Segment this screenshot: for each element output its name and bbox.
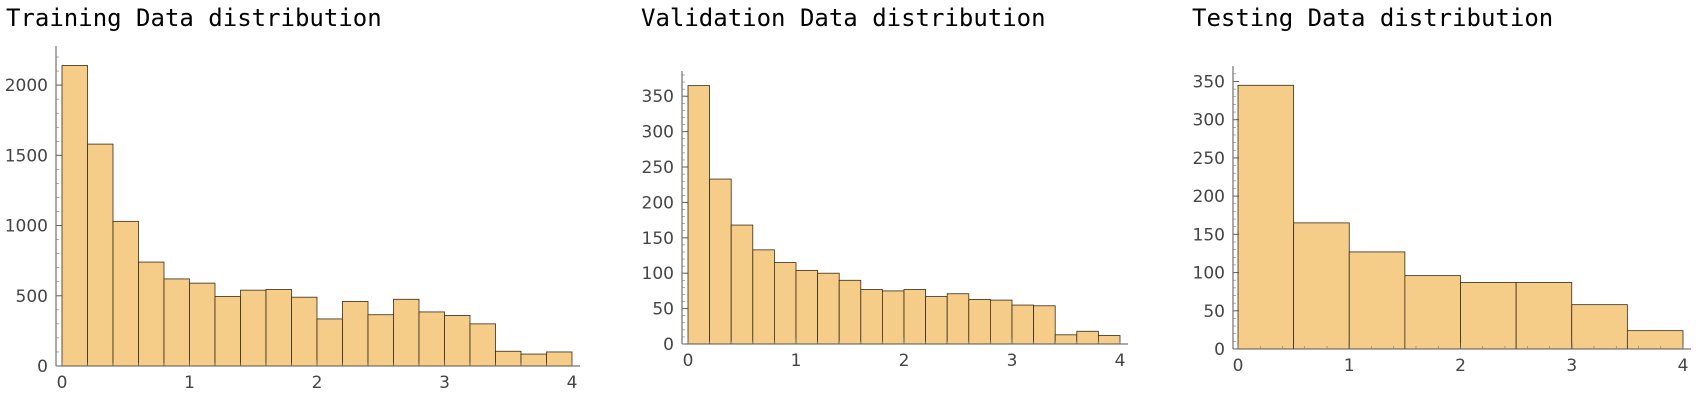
bar-training-19 — [546, 351, 573, 367]
bar-validation-1 — [709, 178, 732, 345]
y-tick-label-validation-6: 300 — [642, 123, 674, 143]
y-tick-label-testing-2: 100 — [1193, 264, 1225, 284]
y-tick-label-testing-0: 0 — [1214, 340, 1225, 360]
x-tick-label-validation-4: 4 — [1115, 351, 1126, 371]
bar-testing-7 — [1626, 330, 1684, 350]
x-tick-label-training-3: 3 — [439, 373, 450, 393]
bar-training-14 — [418, 311, 445, 367]
bar-training-18 — [520, 353, 547, 367]
x-tick-label-training-0: 0 — [57, 373, 68, 393]
bar-training-2 — [112, 220, 139, 367]
bar-training-15 — [444, 315, 471, 367]
x-tick-label-training-2: 2 — [312, 373, 323, 393]
x-tick-label-testing-2: 2 — [1455, 356, 1466, 376]
bar-validation-9 — [882, 290, 905, 345]
bar-validation-15 — [1011, 304, 1035, 345]
y-tick-label-training-1: 500 — [16, 287, 48, 307]
chart-title-training: Training Data distribution — [6, 4, 382, 32]
y-tick-label-validation-0: 0 — [663, 335, 674, 355]
x-tick-label-testing-4: 4 — [1678, 356, 1689, 376]
y-tick-label-testing-6: 300 — [1193, 111, 1225, 131]
x-tick-label-validation-2: 2 — [899, 351, 910, 371]
bar-testing-2 — [1348, 251, 1406, 350]
bar-training-10 — [316, 318, 343, 367]
bar-training-16 — [469, 323, 496, 367]
bar-testing-5 — [1515, 282, 1573, 350]
y-tick-label-training-0: 0 — [37, 357, 48, 377]
bar-training-0 — [61, 65, 88, 367]
y-tick-label-validation-7: 350 — [642, 87, 674, 107]
bar-training-13 — [393, 298, 420, 367]
bar-validation-10 — [903, 289, 927, 345]
bar-training-11 — [342, 300, 369, 367]
bar-validation-2 — [730, 224, 754, 345]
y-tick-label-testing-3: 150 — [1193, 225, 1225, 245]
bar-validation-5 — [795, 269, 819, 345]
bar-training-3 — [138, 261, 165, 367]
y-tick-label-training-2: 1000 — [5, 217, 48, 237]
y-tick-label-validation-1: 50 — [652, 300, 674, 320]
x-tick-label-validation-3: 3 — [1007, 351, 1018, 371]
bar-training-6 — [214, 296, 241, 367]
bar-training-17 — [495, 350, 522, 367]
bar-validation-19 — [1098, 335, 1121, 345]
x-tick-label-testing-1: 1 — [1344, 356, 1355, 376]
y-tick-label-testing-7: 350 — [1193, 72, 1225, 92]
bar-validation-16 — [1033, 305, 1056, 345]
bar-training-4 — [163, 278, 190, 367]
bar-validation-11 — [925, 296, 948, 345]
y-tick-label-training-4: 2000 — [5, 76, 48, 96]
y-tick-label-validation-2: 100 — [642, 264, 674, 284]
y-tick-label-testing-5: 250 — [1193, 149, 1225, 169]
y-tick-label-testing-1: 50 — [1203, 302, 1225, 322]
bar-validation-13 — [968, 299, 991, 345]
bar-training-8 — [265, 289, 292, 367]
bar-training-12 — [367, 314, 394, 367]
bar-validation-7 — [838, 279, 862, 345]
x-tick-label-testing-0: 0 — [1233, 356, 1244, 376]
bar-validation-8 — [860, 289, 883, 345]
y-tick-label-validation-4: 200 — [642, 193, 674, 213]
x-tick-label-validation-0: 0 — [683, 351, 694, 371]
x-tick-label-training-4: 4 — [567, 373, 578, 393]
bar-validation-14 — [990, 299, 1013, 345]
bar-testing-1 — [1293, 222, 1350, 350]
bar-validation-18 — [1076, 330, 1099, 345]
x-tick-label-training-1: 1 — [184, 373, 195, 393]
bar-validation-12 — [946, 293, 970, 345]
x-tick-label-testing-3: 3 — [1566, 356, 1577, 376]
bar-training-9 — [291, 296, 318, 367]
bar-training-7 — [240, 289, 267, 367]
bar-validation-3 — [752, 249, 775, 345]
y-tick-label-validation-5: 250 — [642, 158, 674, 178]
bar-testing-0 — [1237, 84, 1295, 350]
chart-title-testing: Testing Data distribution — [1192, 4, 1554, 32]
chart-title-validation: Validation Data distribution — [641, 4, 1046, 32]
bar-testing-4 — [1460, 282, 1517, 350]
y-tick-label-testing-4: 200 — [1193, 187, 1225, 207]
bar-testing-3 — [1404, 275, 1461, 350]
y-tick-label-validation-3: 150 — [642, 229, 674, 249]
x-tick-label-validation-1: 1 — [791, 351, 802, 371]
bar-training-1 — [87, 143, 114, 367]
bar-validation-17 — [1054, 334, 1078, 345]
bar-validation-0 — [687, 85, 711, 345]
bar-validation-6 — [817, 272, 840, 345]
y-tick-label-training-3: 1500 — [5, 146, 48, 166]
bar-training-5 — [189, 282, 216, 367]
bar-validation-4 — [774, 262, 797, 345]
bar-testing-6 — [1571, 304, 1628, 350]
